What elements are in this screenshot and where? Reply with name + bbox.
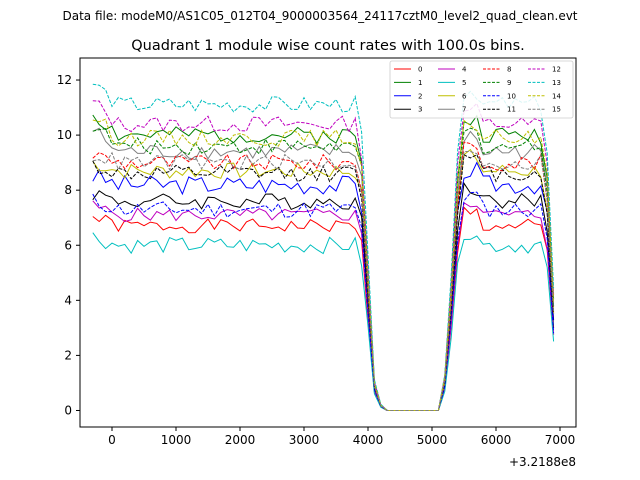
x-axis: 0 1000 2000 3000 4000 5000 6000 7000 — [108, 427, 575, 447]
legend-label-1: 1 — [418, 79, 422, 87]
series-line-12 — [92, 100, 555, 411]
series-line-2 — [92, 161, 555, 411]
series-line-8 — [92, 141, 555, 411]
y-tick-label: 0 — [64, 403, 72, 417]
series-line-6 — [92, 148, 555, 411]
x-tick-label: 6000 — [481, 433, 512, 447]
x-tick-label: 4000 — [353, 433, 384, 447]
legend-label-6: 6 — [462, 92, 467, 100]
legend-label-8: 8 — [507, 66, 511, 74]
plot-lines — [92, 83, 555, 411]
y-tick-label: 2 — [64, 348, 72, 362]
series-line-4 — [92, 200, 555, 411]
legend-frame — [389, 60, 574, 119]
series-line-14 — [92, 118, 555, 411]
x-tick-label: 5000 — [417, 433, 448, 447]
legend-label-11: 11 — [507, 106, 516, 114]
chart-suptitle: Data file: modeM0/AS1C05_012T04_90000035… — [62, 9, 577, 23]
y-tick-label: 12 — [57, 73, 72, 87]
legend-label-4: 4 — [462, 66, 467, 74]
y-tick-label: 4 — [64, 293, 72, 307]
legend-label-9: 9 — [507, 79, 511, 87]
x-tick-label: 2000 — [225, 433, 256, 447]
x-tick-label: 0 — [108, 433, 116, 447]
series-line-9 — [92, 127, 555, 411]
series-line-0 — [92, 206, 555, 411]
legend-label-0: 0 — [418, 66, 422, 74]
series-line-3 — [92, 181, 555, 411]
legend-label-14: 14 — [552, 92, 561, 100]
x-tick-label: 3000 — [289, 433, 320, 447]
series-line-7 — [92, 127, 555, 411]
legend-label-2: 2 — [418, 92, 422, 100]
y-axis: 0 2 4 6 8 10 12 — [57, 73, 80, 417]
legend-label-12: 12 — [552, 66, 561, 74]
series-line-13 — [92, 83, 555, 411]
x-offset-label: +3.2188e8 — [509, 455, 576, 469]
x-tick-label: 7000 — [545, 433, 576, 447]
series-line-11 — [92, 154, 555, 411]
y-tick-label: 8 — [64, 183, 72, 197]
series-line-5 — [92, 232, 555, 411]
y-tick-label: 10 — [57, 128, 72, 142]
chart-title: Quadrant 1 module wise count rates with … — [131, 38, 525, 54]
x-tick-label: 1000 — [161, 433, 192, 447]
legend-label-15: 15 — [552, 106, 561, 114]
plot-frame — [79, 57, 577, 428]
series-line-15 — [92, 151, 555, 411]
legend-label-7: 7 — [462, 106, 466, 114]
legend-label-5: 5 — [462, 79, 466, 87]
legend-label-3: 3 — [418, 106, 422, 114]
series-line-1 — [92, 114, 555, 411]
series-line-10 — [92, 191, 555, 411]
legend-label-13: 13 — [552, 79, 561, 87]
y-tick-label: 6 — [64, 238, 72, 252]
legend-label-10: 10 — [507, 92, 516, 100]
